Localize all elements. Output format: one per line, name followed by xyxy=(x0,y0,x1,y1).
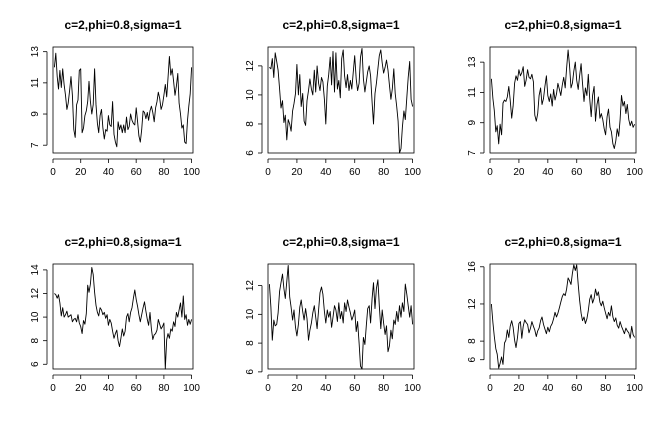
y-axis: 7 9 11 13 xyxy=(30,46,48,148)
y-tick-label: 8 xyxy=(467,338,478,344)
x-tick-label: 20 xyxy=(75,167,87,178)
x-tick-label: 80 xyxy=(158,167,170,178)
y-tick-label: 7 xyxy=(467,150,478,156)
panel-title: c=2,phi=0.8,sigma=1 xyxy=(282,18,399,32)
x-tick-label: 40 xyxy=(103,383,115,394)
x-axis: 0 20 40 60 80 100 xyxy=(50,158,200,178)
y-tick-label: 10 xyxy=(245,89,256,101)
x-tick-label: 20 xyxy=(513,167,525,178)
y-tick-label: 6 xyxy=(245,369,256,375)
y-tick-label: 6 xyxy=(245,150,256,156)
series-line xyxy=(269,48,414,154)
x-tick-label: 80 xyxy=(600,383,612,394)
y-tick-label: 10 xyxy=(30,311,41,323)
plot-frame xyxy=(267,46,415,154)
y-axis: 6 8 12 16 xyxy=(467,261,485,362)
y-tick-label: 8 xyxy=(30,337,41,343)
x-tick-label: 60 xyxy=(131,167,143,178)
series-line xyxy=(268,264,414,370)
x-tick-label: 0 xyxy=(487,167,493,178)
panel-title: c=2,phi=0.8,sigma=1 xyxy=(282,235,399,249)
series-line xyxy=(53,52,193,148)
y-tick-label: 7 xyxy=(30,142,41,148)
panel-title: c=2,phi=0.8,sigma=1 xyxy=(504,235,621,249)
x-tick-label: 20 xyxy=(75,383,87,394)
x-tick-label: 20 xyxy=(513,383,525,394)
x-tick-label: 60 xyxy=(349,383,361,394)
y-axis: 7 9 11 13 xyxy=(467,56,485,156)
y-tick-label: 10 xyxy=(245,308,256,320)
x-tick-label: 100 xyxy=(183,167,200,178)
x-tick-label: 80 xyxy=(378,167,390,178)
x-tick-label: 80 xyxy=(600,167,612,178)
y-tick-label: 9 xyxy=(467,119,478,125)
x-tick-label: 20 xyxy=(291,167,303,178)
y-tick-label: 12 xyxy=(467,298,478,310)
y-tick-label: 12 xyxy=(30,287,41,299)
plot-frame xyxy=(52,263,194,370)
x-tick-label: 100 xyxy=(404,383,421,394)
series-line xyxy=(54,267,193,370)
y-axis: 6 8 10 12 14 xyxy=(30,264,48,367)
x-tick-label: 80 xyxy=(378,383,390,394)
x-tick-label: 40 xyxy=(542,167,554,178)
y-tick-label: 11 xyxy=(30,77,41,88)
panel-title: c=2,phi=0.8,sigma=1 xyxy=(64,18,181,32)
series-line xyxy=(490,49,636,149)
x-tick-label: 0 xyxy=(265,167,271,178)
panel-6: c=2,phi=0.8,sigma=1 0 20 40 60 80 100 6 8 12 16 xyxy=(467,235,643,394)
x-tick-label: 40 xyxy=(542,383,554,394)
y-tick-label: 9 xyxy=(30,111,41,117)
x-tick-label: 40 xyxy=(320,383,332,394)
panel-4: c=2,phi=0.8,sigma=1 0 20 40 60 80 100 6 8 10 12 14 xyxy=(30,235,200,394)
panel-1: c=2,phi=0.8,sigma=1 0 20 40 60 80 100 7 9 11 13 xyxy=(30,18,200,178)
x-tick-label: 80 xyxy=(158,383,170,394)
panel-title: c=2,phi=0.8,sigma=1 xyxy=(64,235,181,249)
x-axis: 0 20 40 60 80 100 xyxy=(265,374,421,394)
y-tick-label: 12 xyxy=(245,60,256,72)
x-tick-label: 100 xyxy=(404,167,421,178)
y-tick-label: 16 xyxy=(467,261,478,273)
x-tick-label: 0 xyxy=(50,383,56,394)
series-line xyxy=(490,264,635,369)
panel-5: c=2,phi=0.8,sigma=1 0 20 40 60 80 100 6 8 10 12 xyxy=(245,235,421,394)
x-tick-label: 100 xyxy=(183,383,200,394)
x-tick-label: 0 xyxy=(265,383,271,394)
x-tick-label: 60 xyxy=(131,383,143,394)
panel-2: c=2,phi=0.8,sigma=1 0 20 40 60 80 100 6 8 10 12 xyxy=(245,18,421,178)
y-tick-label: 8 xyxy=(245,340,256,346)
x-axis: 0 20 40 60 80 100 xyxy=(50,374,200,394)
x-tick-label: 40 xyxy=(320,167,332,178)
x-tick-label: 100 xyxy=(626,383,643,394)
y-tick-label: 13 xyxy=(30,46,41,58)
plot-frame xyxy=(489,46,637,154)
y-tick-label: 6 xyxy=(30,361,41,367)
x-axis: 0 20 40 60 80 100 xyxy=(487,158,643,178)
y-tick-label: 8 xyxy=(245,121,256,127)
x-tick-label: 20 xyxy=(291,383,303,394)
y-axis: 6 8 10 12 xyxy=(245,280,263,375)
x-axis: 0 20 40 60 80 100 xyxy=(265,158,421,178)
panel-3: c=2,phi=0.8,sigma=1 0 20 40 60 80 100 7 9 11 13 xyxy=(467,18,643,178)
x-tick-label: 40 xyxy=(103,167,115,178)
y-tick-label: 12 xyxy=(245,280,256,292)
x-tick-label: 0 xyxy=(487,383,493,394)
x-tick-label: 0 xyxy=(50,167,56,178)
y-tick-label: 11 xyxy=(467,87,478,98)
y-tick-label: 13 xyxy=(467,56,478,68)
x-tick-label: 100 xyxy=(626,167,643,178)
y-tick-label: 14 xyxy=(30,264,41,276)
x-tick-label: 60 xyxy=(571,167,583,178)
panel-title: c=2,phi=0.8,sigma=1 xyxy=(504,18,621,32)
x-axis: 0 20 40 60 80 100 xyxy=(487,374,643,394)
y-tick-label: 6 xyxy=(467,356,478,362)
y-axis: 6 8 10 12 xyxy=(245,60,263,156)
x-tick-label: 60 xyxy=(349,167,361,178)
plot-frame xyxy=(52,46,194,154)
plot-frame xyxy=(489,263,637,370)
plot-frame xyxy=(267,263,415,370)
x-tick-label: 60 xyxy=(571,383,583,394)
